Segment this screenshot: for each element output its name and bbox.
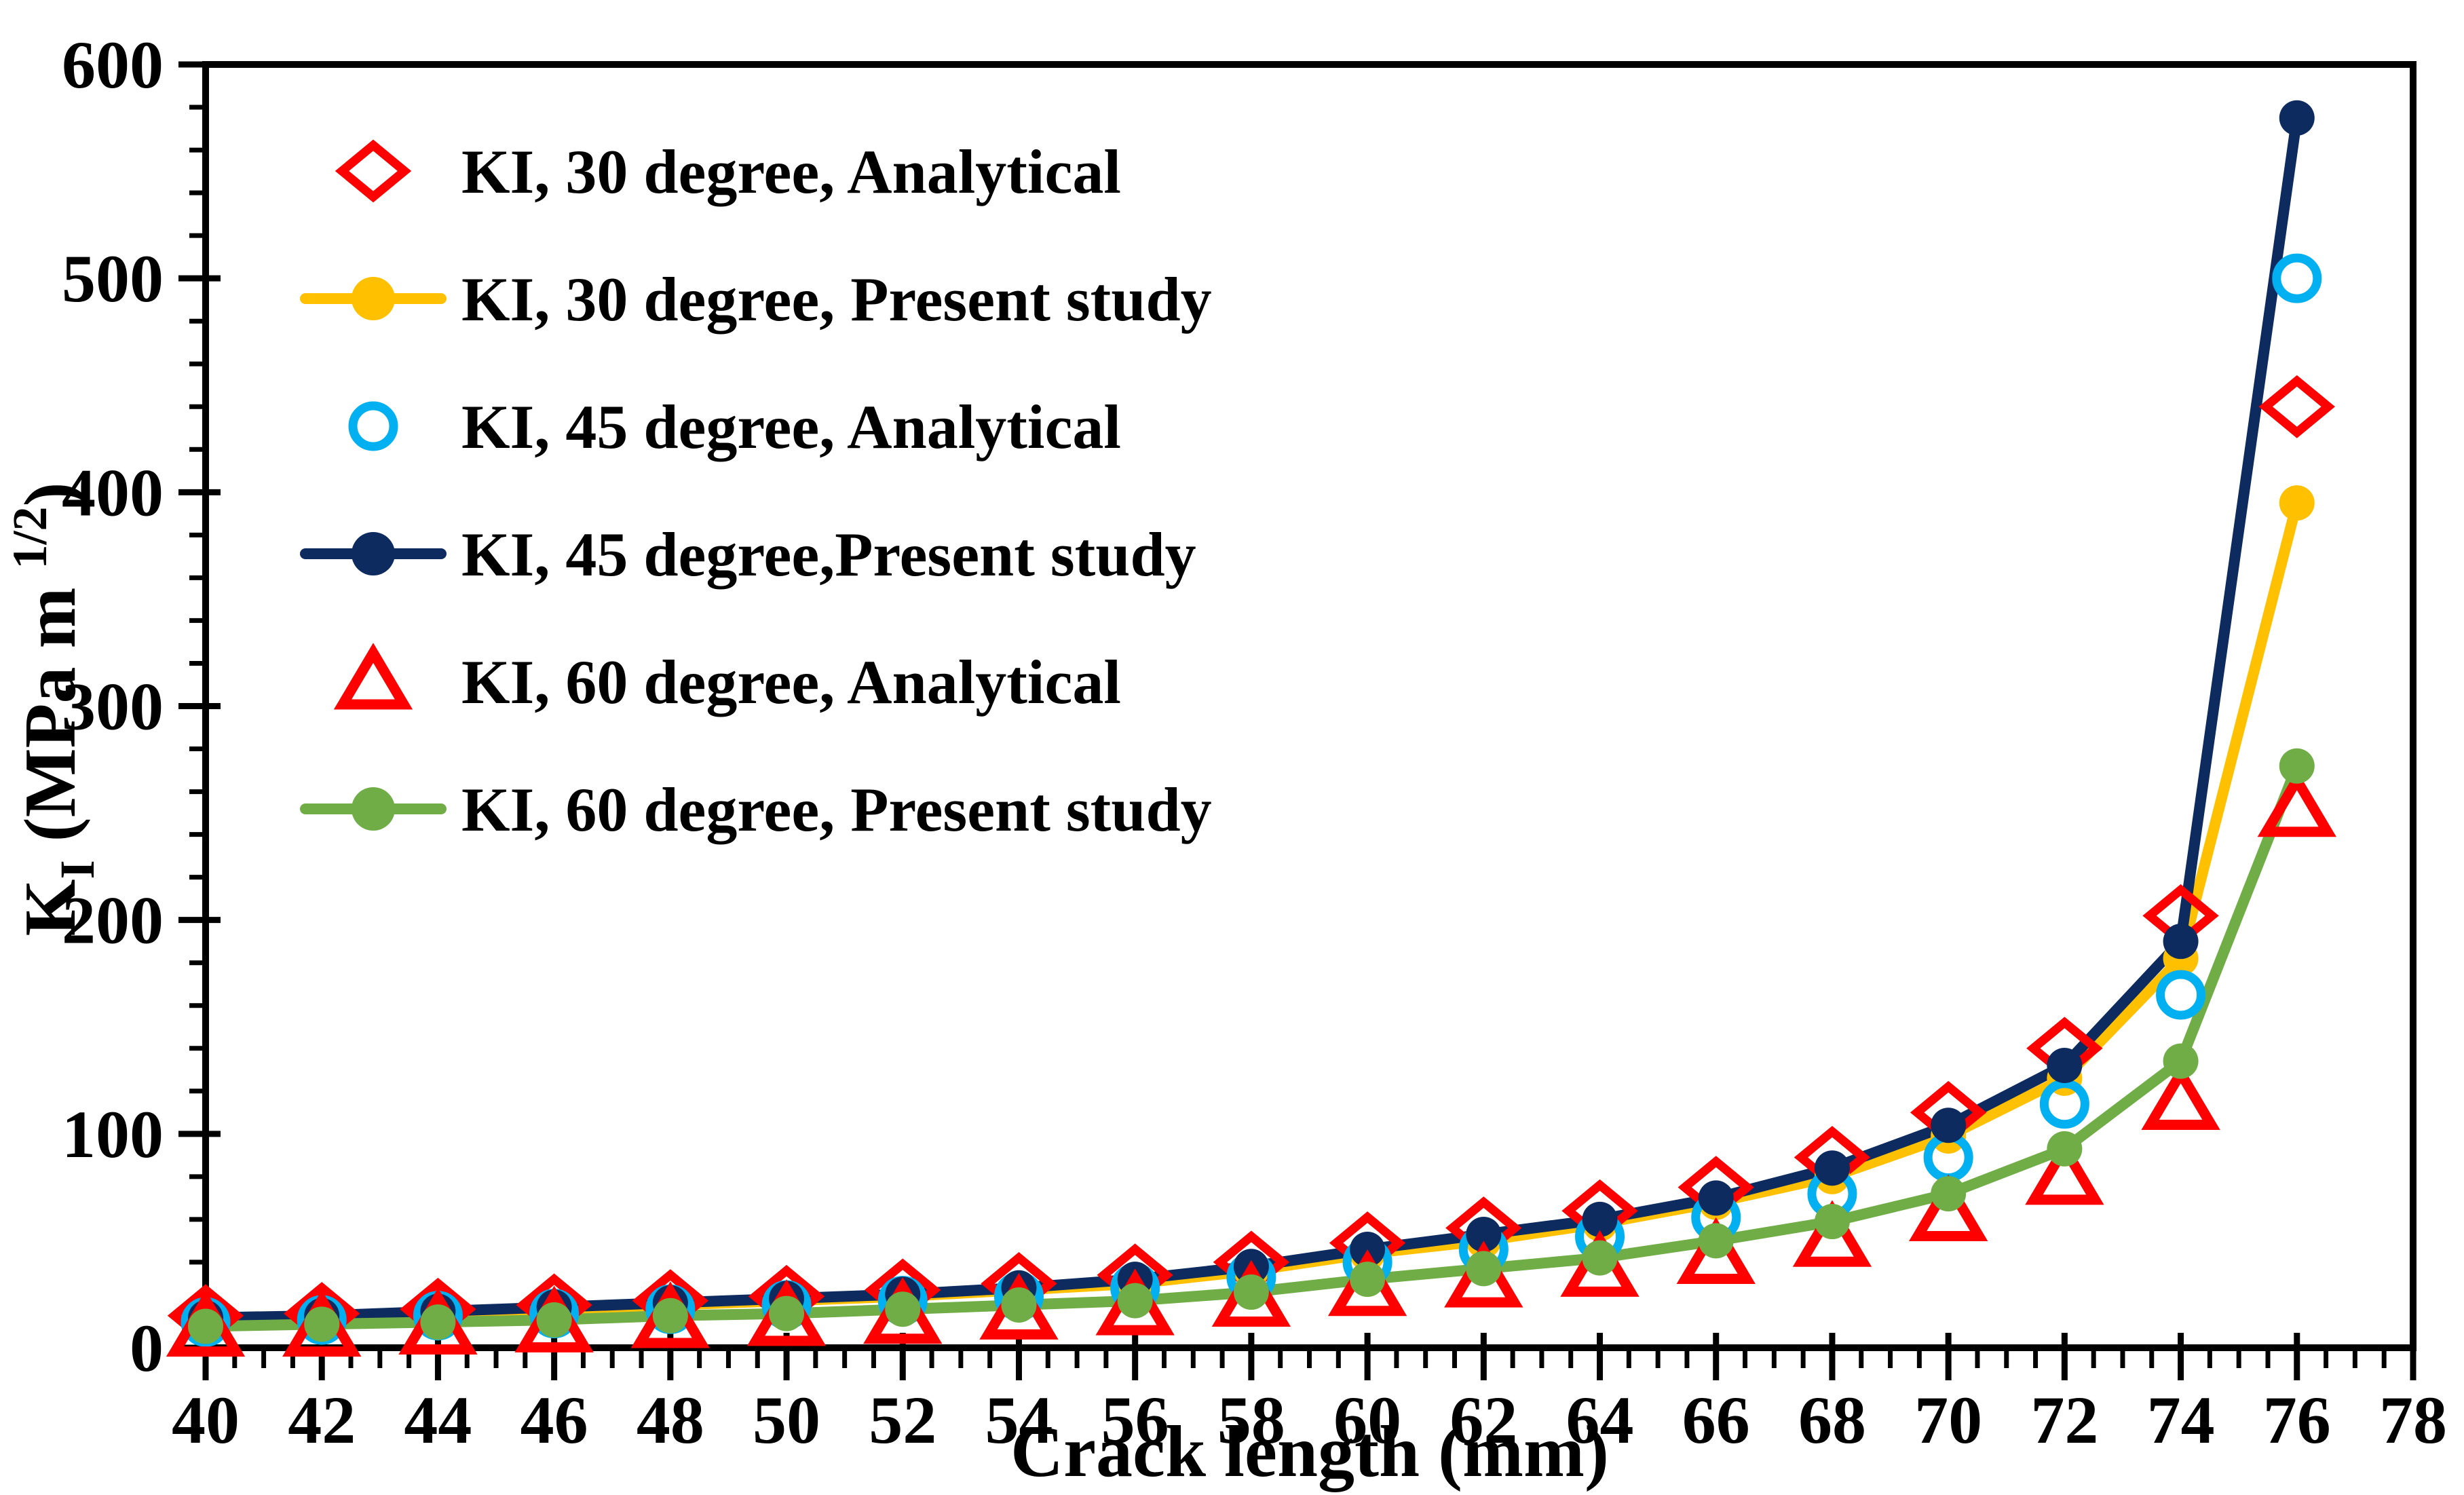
y-tick-label: 600	[62, 27, 164, 102]
series-2-marker	[2039, 1079, 2089, 1129]
series-5-marker	[1117, 1283, 1153, 1319]
series-5-marker	[1582, 1240, 1618, 1276]
legend-label-4: KI, 60 degree, Analytical	[461, 647, 1121, 717]
series-5-marker	[1350, 1262, 1386, 1298]
y-tick-label: 100	[62, 1097, 164, 1172]
legend-marker-3	[352, 532, 395, 575]
series-5-marker	[2279, 748, 2315, 784]
x-tick-label: 74	[2147, 1382, 2215, 1458]
x-tick-label: 56	[1101, 1382, 1169, 1458]
x-tick-label: 78	[2379, 1382, 2447, 1458]
series-4-marker	[1676, 1217, 1756, 1284]
y-tick-label: 300	[62, 669, 164, 744]
legend-marker-1	[352, 277, 395, 320]
series-3-marker	[1814, 1150, 1850, 1186]
series-4-marker	[2025, 1138, 2104, 1205]
series-4-marker	[2257, 770, 2336, 837]
series-3-marker	[1466, 1216, 1502, 1252]
series-5-marker	[188, 1308, 223, 1344]
x-tick-label: 72	[2030, 1382, 2098, 1458]
series-4-marker	[1909, 1174, 1988, 1241]
legend-label-5: KI, 60 degree, Present study	[461, 775, 1212, 844]
series-3-marker	[1698, 1180, 1734, 1216]
series-3-marker	[1350, 1232, 1386, 1268]
y-axis-title: KI (MPa m 1/2)	[3, 482, 105, 936]
x-tick-label: 44	[404, 1382, 472, 1458]
series-line-1	[200, 497, 2302, 1325]
legend-label-1: KI, 30 degree, Present study	[461, 265, 1212, 334]
x-tick-label: 42	[288, 1382, 356, 1458]
series-5-marker	[2163, 1043, 2199, 1079]
x-tick-label: 66	[1682, 1382, 1750, 1458]
series-3-marker	[2047, 1047, 2083, 1083]
series-4-marker	[2141, 1063, 2220, 1131]
y-tick-label: 400	[62, 455, 164, 530]
series-2-marker	[2156, 970, 2206, 1020]
series-3-marker	[1931, 1108, 1967, 1143]
legend-marker-5	[352, 787, 395, 831]
legend-marker-0	[335, 139, 412, 203]
series-line-5	[200, 760, 2302, 1332]
series-5-marker	[304, 1306, 340, 1342]
x-tick-label: 46	[520, 1382, 588, 1458]
series-2-marker	[2272, 253, 2322, 303]
series-5-marker	[536, 1302, 572, 1338]
legend-label-0: KI, 30 degree, Analytical	[461, 137, 1121, 206]
x-tick-label: 62	[1449, 1382, 1517, 1458]
x-tick-label: 52	[869, 1382, 936, 1458]
series-5-marker	[1698, 1223, 1734, 1259]
x-tick-label: 50	[753, 1382, 820, 1458]
series-4-marker	[1792, 1200, 1872, 1267]
series-5-marker	[1466, 1251, 1502, 1287]
series-5-marker	[1001, 1287, 1037, 1323]
x-tick-label: 60	[1333, 1382, 1401, 1458]
series-1-marker	[2279, 485, 2315, 521]
x-tick-label: 76	[2263, 1382, 2331, 1458]
x-tick-label: 48	[637, 1382, 704, 1458]
y-tick-label: 0	[130, 1310, 164, 1386]
series-5-marker	[885, 1291, 921, 1327]
series-5-marker	[2047, 1131, 2083, 1167]
series-5-marker	[769, 1295, 805, 1331]
legend-label-2: KI, 45 degree, Analytical	[461, 392, 1121, 461]
x-axis-title: Crack length (mm)	[1010, 1412, 1609, 1492]
plot-frame	[202, 61, 2416, 1351]
series-5-marker	[1814, 1204, 1850, 1240]
legend-marker-4	[333, 643, 413, 710]
series-3-marker	[1582, 1201, 1618, 1237]
series-5-marker	[420, 1304, 456, 1340]
x-tick-label: 58	[1217, 1382, 1285, 1458]
x-tick-label: 64	[1566, 1382, 1634, 1458]
series-3-marker	[2279, 100, 2315, 136]
series-5-marker	[1931, 1176, 1967, 1212]
x-tick-label: 70	[1914, 1382, 1982, 1458]
y-tick-label: 200	[62, 883, 164, 958]
x-tick-label: 54	[985, 1382, 1053, 1458]
y-tick-label: 500	[62, 241, 164, 316]
legend-marker-2	[348, 401, 398, 451]
legend-label-3: KI, 45 degree,Present study	[461, 520, 1196, 589]
x-tick-label: 40	[172, 1382, 240, 1458]
series-5-marker	[1233, 1274, 1269, 1310]
series-3-marker	[2163, 924, 2199, 960]
x-tick-label: 68	[1798, 1382, 1866, 1458]
series-5-marker	[652, 1298, 688, 1333]
series-0-marker	[2258, 375, 2335, 438]
